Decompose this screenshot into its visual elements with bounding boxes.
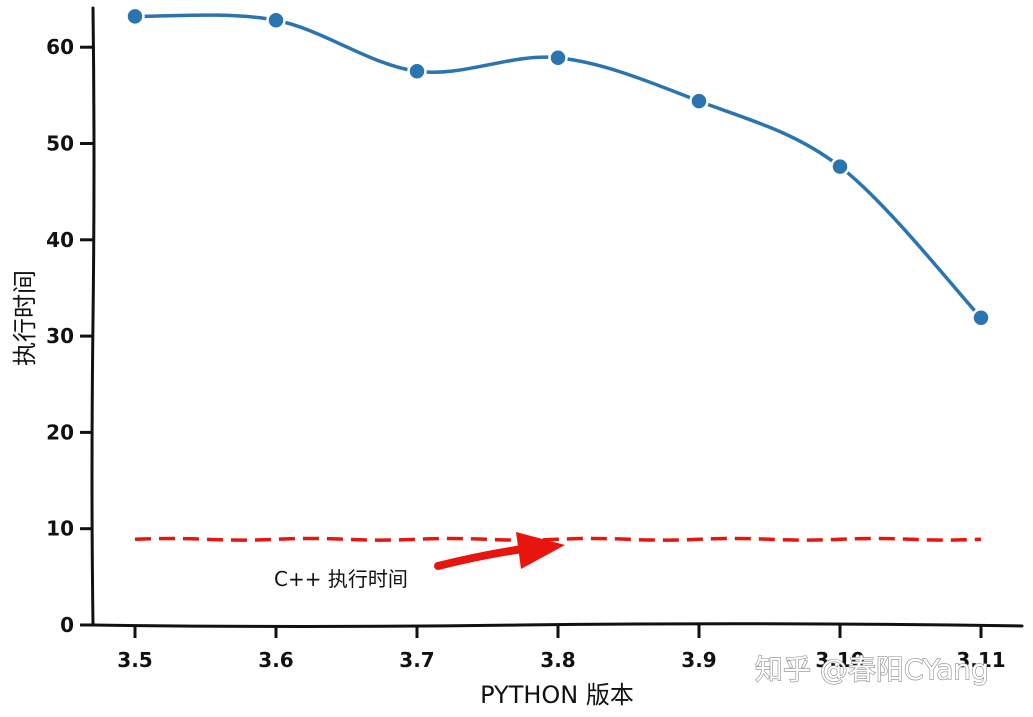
- y-tick-label: 60: [46, 35, 74, 59]
- y-tick-label: 40: [46, 228, 74, 252]
- data-point: [407, 61, 427, 82]
- y-tick-label: 50: [46, 132, 74, 156]
- data-point: [971, 308, 991, 328]
- data-point: [266, 10, 286, 30]
- x-tick-label: 3.9: [681, 648, 716, 672]
- watermark-text: 知乎 @春阳CYang: [755, 653, 989, 686]
- y-axis-line: [90, 6, 96, 627]
- annotation-arrow: [434, 544, 534, 570]
- cpp-reference-line: [134, 536, 982, 542]
- x-tick-label: 3.6: [258, 648, 293, 672]
- annotation: C++ 执行时间: [274, 532, 565, 591]
- x-tick-label: 3.11: [956, 648, 1005, 672]
- data-point: [830, 156, 850, 177]
- y-tick-label: 10: [46, 517, 74, 541]
- x-axis-title: PYTHON 版本: [480, 681, 634, 709]
- x-tick-label: 3.8: [540, 648, 575, 672]
- axes: [90, 6, 1024, 628]
- data-point: [548, 48, 568, 68]
- y-tick-label: 20: [46, 420, 74, 444]
- x-tick-label: 3.10: [815, 648, 864, 672]
- annotation-arrowhead: [516, 532, 565, 569]
- x-ticks: 3.5 3.6 3.7 3.8 3.9 3.10 3.11: [117, 625, 1006, 672]
- y-axis-title: 执行时间: [11, 270, 39, 366]
- x-tick-label: 3.5: [117, 648, 152, 672]
- data-point: [689, 91, 709, 111]
- y-ticks: 0 10 20 30 40 50 60: [46, 35, 93, 637]
- data-points: [125, 6, 991, 328]
- x-axis-line: [91, 622, 1024, 628]
- data-point: [125, 6, 145, 27]
- y-tick-label: 30: [46, 324, 74, 348]
- x-tick-label: 3.7: [399, 648, 434, 672]
- annotation-text: C++ 执行时间: [274, 567, 408, 591]
- y-tick-label: 0: [60, 613, 74, 637]
